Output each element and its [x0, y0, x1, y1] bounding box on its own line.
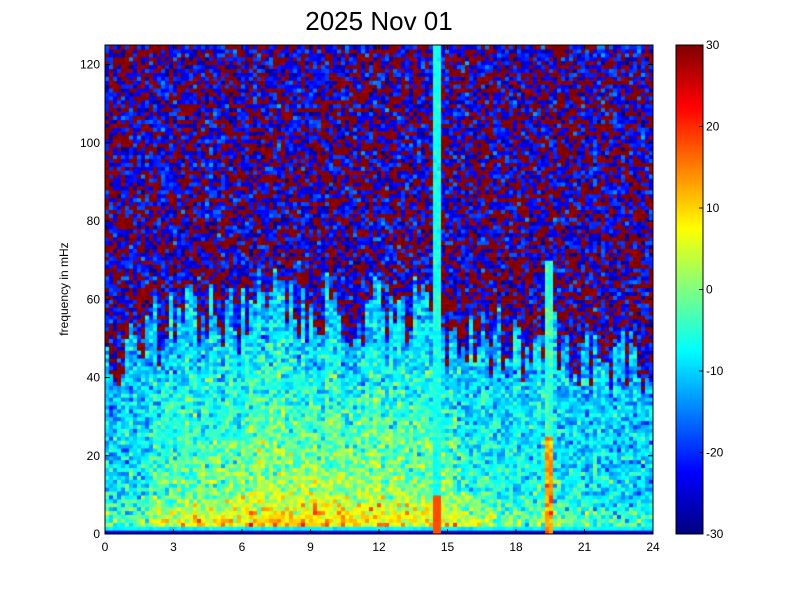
colorbar-tick-label: -10 — [706, 364, 724, 378]
chart-title: 2025 Nov 01 — [305, 6, 453, 36]
y-tick-label: 20 — [87, 449, 101, 463]
colorbar-gradient — [676, 45, 703, 534]
x-tick-label: 18 — [509, 540, 523, 554]
x-axis: 0 3 6 9 12 15 18 21 24 — [102, 45, 660, 554]
y-tick-label: 60 — [87, 292, 101, 306]
x-tick-label: 0 — [102, 540, 109, 554]
y-tick-label: 40 — [87, 371, 101, 385]
plot-area — [104, 44, 654, 535]
y-tick-label: 120 — [80, 58, 100, 72]
x-tick-label: 6 — [239, 540, 246, 554]
spectrogram-heatmap — [105, 45, 653, 534]
colorbar-tick-label: 20 — [706, 120, 720, 134]
colorbar-tick-label: 10 — [706, 201, 720, 215]
colorbar-tick-label: -30 — [706, 527, 724, 541]
y-tick-label: 0 — [93, 527, 100, 541]
y-tick-label: 100 — [80, 136, 100, 150]
colorbar: 30 20 10 0 -10 -20 -30 — [675, 38, 724, 541]
colorbar-ticks: 30 20 10 0 -10 -20 -30 — [699, 38, 724, 541]
x-tick-label: 21 — [578, 540, 592, 554]
y-tick-label: 80 — [87, 214, 101, 228]
x-tick-label: 15 — [441, 540, 455, 554]
x-tick-label: 24 — [646, 540, 660, 554]
colorbar-tick-label: 30 — [706, 38, 720, 52]
x-tick-label: 9 — [307, 540, 314, 554]
y-axis: 0 20 40 60 80 100 120 — [80, 58, 653, 541]
x-tick-label: 3 — [170, 540, 177, 554]
y-axis-label: frequency in mHz — [57, 242, 71, 335]
x-tick-label: 12 — [372, 540, 386, 554]
colorbar-tick-label: 0 — [706, 283, 713, 297]
colorbar-tick-label: -20 — [706, 446, 724, 460]
